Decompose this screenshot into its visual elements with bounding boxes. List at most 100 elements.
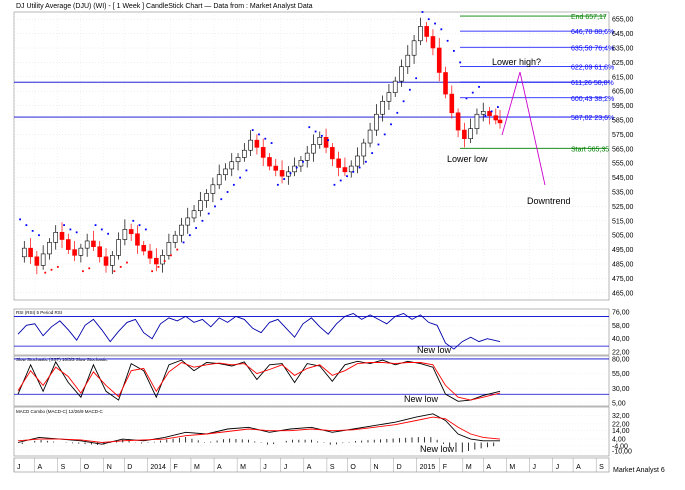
sar-dot (484, 114, 487, 117)
sar-dot (446, 39, 449, 42)
sar-dot (283, 178, 286, 180)
date-tick-label: D (127, 464, 132, 471)
sar-dot (201, 219, 204, 222)
date-axis-frame (13, 457, 610, 473)
sar-dot (163, 260, 166, 263)
sar-dot (50, 268, 53, 271)
sar-dot (408, 88, 411, 91)
candle-body (311, 144, 316, 154)
price-tick-label: 535,00 (612, 190, 634, 197)
sar-dot (239, 176, 242, 179)
sar-dot (295, 166, 298, 169)
candle-body (468, 128, 473, 140)
sar-dot (364, 160, 367, 163)
candle-body (141, 244, 147, 252)
date-tick-label: S (599, 464, 604, 471)
stochastic-tick-label: 5,00 (612, 401, 626, 408)
date-tick-label: M (466, 464, 472, 471)
price-tick-label: 545,00 (612, 175, 634, 182)
candle-body (40, 253, 46, 266)
date-tick-label: M (194, 464, 200, 471)
candle-body (392, 80, 398, 93)
candle-body (342, 167, 348, 173)
candle-body (235, 157, 241, 163)
parabolic-sar (19, 11, 499, 274)
sar-dot (69, 228, 72, 231)
sar-dot (176, 248, 179, 251)
stochastic-tick-label: 80,00 (612, 356, 630, 363)
sar-dot (170, 254, 172, 257)
sar-dot (113, 270, 116, 273)
sar-dot (333, 183, 336, 186)
sar-dot (459, 61, 462, 64)
candle-body (242, 149, 247, 158)
sar-dot (346, 175, 348, 178)
sar-dot (207, 212, 210, 215)
price-tick-label: 475,00 (612, 276, 634, 283)
sar-dot (327, 139, 330, 142)
stochastic-annotation: New low (404, 394, 439, 404)
price-tick-label: 645,00 (612, 31, 634, 38)
candle-body (47, 242, 52, 255)
footer-label: Market Analyst 6 (613, 467, 665, 474)
date-tick-label: N (373, 464, 378, 471)
sar-dot (126, 261, 128, 264)
price-tick-label: 495,00 (612, 247, 634, 254)
fib-level-label: Start 565,35 (571, 146, 609, 153)
sar-dot (371, 152, 374, 155)
date-axis: J A S O N D 2014 F M A M J J A S O N D 2015 F M A M J J A S (13, 457, 610, 473)
candle-body (59, 232, 65, 240)
sar-dot (88, 267, 91, 270)
candle-body (110, 255, 115, 266)
rsi-tick-label: 22,00 (612, 350, 630, 357)
price-tick-label: 555,00 (612, 161, 634, 168)
date-tick-label: A (307, 464, 312, 471)
candle-body (172, 234, 178, 243)
candle-body (474, 113, 480, 129)
sar-dot (19, 218, 21, 221)
candle-body (128, 229, 134, 235)
macd-annotation: New low (420, 444, 455, 454)
date-tick-label: S (61, 464, 66, 471)
macd-tick-label: 22,00 (612, 421, 630, 428)
macd-frame (13, 406, 610, 457)
candle-body (455, 112, 461, 131)
candle-body (424, 26, 429, 37)
fib-levels: End 657,17 646,70 88,6% 635,50 76,4% 622,09… (14, 14, 614, 153)
sar-dot (226, 191, 229, 193)
candle-body (267, 157, 272, 167)
candle-body (355, 155, 360, 167)
sar-dot (188, 234, 191, 237)
annotations: Lower high? Lower low Downtrend (447, 57, 571, 206)
candle-body (223, 168, 228, 176)
candle-body (374, 113, 379, 131)
candle-body (65, 239, 71, 250)
date-tick-label: A (217, 464, 222, 471)
candle-body (254, 139, 260, 148)
candle-body (21, 247, 27, 258)
date-tick-label: 2014 (150, 464, 166, 471)
price-tick-label: 565,00 (612, 146, 634, 153)
date-tick-label: A (576, 464, 581, 471)
rsi-tick-label: 40,00 (612, 336, 630, 343)
candle-body (399, 66, 404, 82)
fib-level-label: End 657,17 (571, 14, 607, 21)
price-panel-frame (13, 11, 610, 301)
sar-dot (94, 224, 97, 227)
price-tick-label: 605,00 (612, 89, 634, 96)
candle-body (273, 165, 279, 171)
stochastic-series-line (17, 361, 501, 401)
rsi-series-line (17, 312, 501, 350)
candle-body (210, 184, 216, 194)
sar-dot (339, 179, 342, 182)
macd-tick-label: -10,00 (612, 448, 632, 455)
price-tick-label: 625,00 (612, 60, 634, 67)
sar-dot (214, 205, 216, 208)
price-tick-label: 585,00 (612, 118, 634, 125)
sar-dot (144, 228, 147, 231)
sar-dot (258, 133, 260, 136)
sar-dot (107, 232, 110, 235)
sar-dot (396, 111, 399, 114)
candle-body (185, 217, 191, 226)
